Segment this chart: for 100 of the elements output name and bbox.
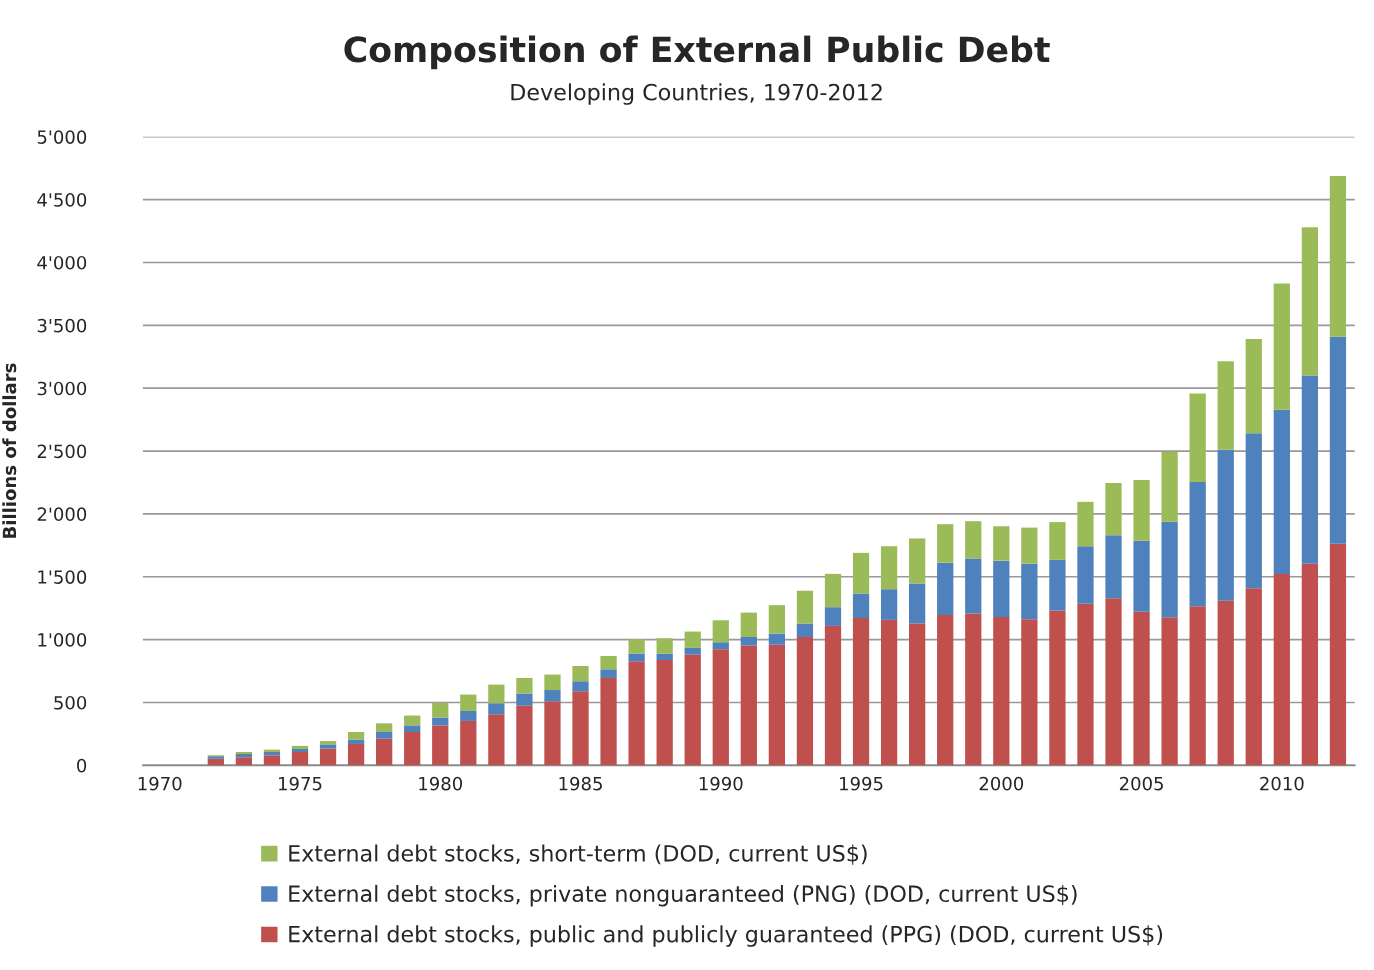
- y-tick-label: 3'500: [37, 318, 87, 333]
- bar: [796, 590, 814, 624]
- bar: [880, 589, 898, 620]
- bar: [1273, 574, 1290, 766]
- bar: [376, 723, 393, 733]
- bar: [319, 741, 337, 745]
- y-axis-title: Billions of dollars: [2, 363, 17, 538]
- bar: [965, 613, 982, 766]
- bar: [684, 631, 701, 648]
- bar: [516, 705, 533, 766]
- bar: [572, 666, 589, 682]
- bar: [1077, 501, 1094, 547]
- bar: [1105, 598, 1122, 766]
- bar: [572, 691, 589, 766]
- bar: [909, 623, 926, 766]
- bar: [1329, 543, 1347, 766]
- bar: [1161, 451, 1178, 522]
- bar: [1273, 283, 1290, 410]
- bar: [768, 644, 786, 766]
- bar: [1049, 522, 1066, 560]
- x-tick-label: 1980: [419, 776, 463, 791]
- bar: [207, 758, 224, 766]
- bar: [376, 738, 393, 766]
- bar: [1133, 540, 1150, 612]
- bar: [824, 607, 842, 626]
- bar: [852, 552, 870, 594]
- bar: [740, 612, 757, 637]
- legend-label: External debt stocks, public and publicly guaranteed (PPG) (DOD, current US$): [289, 925, 1163, 947]
- bar: [656, 638, 673, 654]
- bar: [909, 583, 926, 624]
- bar: [993, 560, 1010, 617]
- bar: [1021, 527, 1038, 564]
- y-tick-label: 500: [54, 695, 87, 710]
- y-tick-label: 0: [77, 758, 87, 773]
- bar: [712, 642, 729, 650]
- bar: [740, 636, 757, 646]
- bar: [993, 616, 1010, 766]
- bar: [347, 743, 365, 766]
- bar: [1245, 433, 1262, 589]
- bar: [1245, 588, 1262, 766]
- bar: [544, 690, 561, 702]
- y-tick-label: 1'000: [38, 633, 87, 647]
- bar: [1161, 521, 1178, 618]
- bar: [544, 674, 561, 691]
- bar: [824, 573, 842, 608]
- bar: [1217, 449, 1234, 601]
- bar: [488, 703, 505, 715]
- bar: [937, 614, 954, 766]
- bar: [572, 681, 589, 692]
- bar: [1189, 481, 1206, 607]
- bar: [1133, 479, 1150, 541]
- bar: [684, 647, 701, 655]
- y-tick-label: 5'000: [37, 130, 87, 144]
- bar: [488, 714, 505, 766]
- bar: [1217, 361, 1234, 450]
- bar: [460, 720, 477, 766]
- bar: [852, 593, 870, 618]
- bar: [404, 725, 421, 733]
- bar: [796, 636, 814, 766]
- bar: [684, 654, 701, 766]
- bar: [291, 752, 309, 766]
- bar: [824, 625, 842, 766]
- bar: [516, 693, 533, 706]
- bar: [740, 645, 757, 766]
- y-tick-label: 4'500: [37, 193, 87, 207]
- bar: [263, 752, 281, 756]
- bar: [1021, 563, 1038, 620]
- bar: [1105, 483, 1122, 536]
- bar: [628, 639, 645, 654]
- chart-subtitle: Developing Countries, 1970-2012: [511, 83, 882, 105]
- bar: [432, 725, 449, 766]
- bar: [965, 558, 982, 614]
- bar: [1329, 336, 1347, 544]
- y-tick-label: 4'000: [37, 255, 87, 270]
- bar: [937, 562, 954, 615]
- bar: [1189, 606, 1206, 766]
- bar: [432, 702, 449, 718]
- bar: [993, 526, 1010, 561]
- x-tick-label: 1970: [138, 776, 182, 791]
- bar: [937, 524, 954, 563]
- bar: [1189, 393, 1206, 482]
- bar: [1301, 375, 1319, 564]
- bar: [880, 546, 898, 590]
- bar: [319, 744, 337, 749]
- bar: [1049, 559, 1066, 611]
- bar: [600, 655, 617, 670]
- bar: [460, 711, 477, 721]
- bar: [656, 653, 673, 660]
- bar: [1049, 610, 1066, 766]
- bar: [1301, 563, 1319, 766]
- bar: [656, 659, 673, 766]
- y-tick-label: 1'500: [38, 570, 87, 584]
- bar: [712, 649, 729, 766]
- bar: [1077, 546, 1094, 604]
- bar: [1161, 617, 1178, 766]
- x-tick-label: 2000: [979, 776, 1024, 791]
- bar: [712, 620, 729, 643]
- bar: [235, 757, 253, 766]
- y-tick-label: 2'500: [37, 444, 87, 459]
- x-tick-label: 1985: [559, 776, 602, 791]
